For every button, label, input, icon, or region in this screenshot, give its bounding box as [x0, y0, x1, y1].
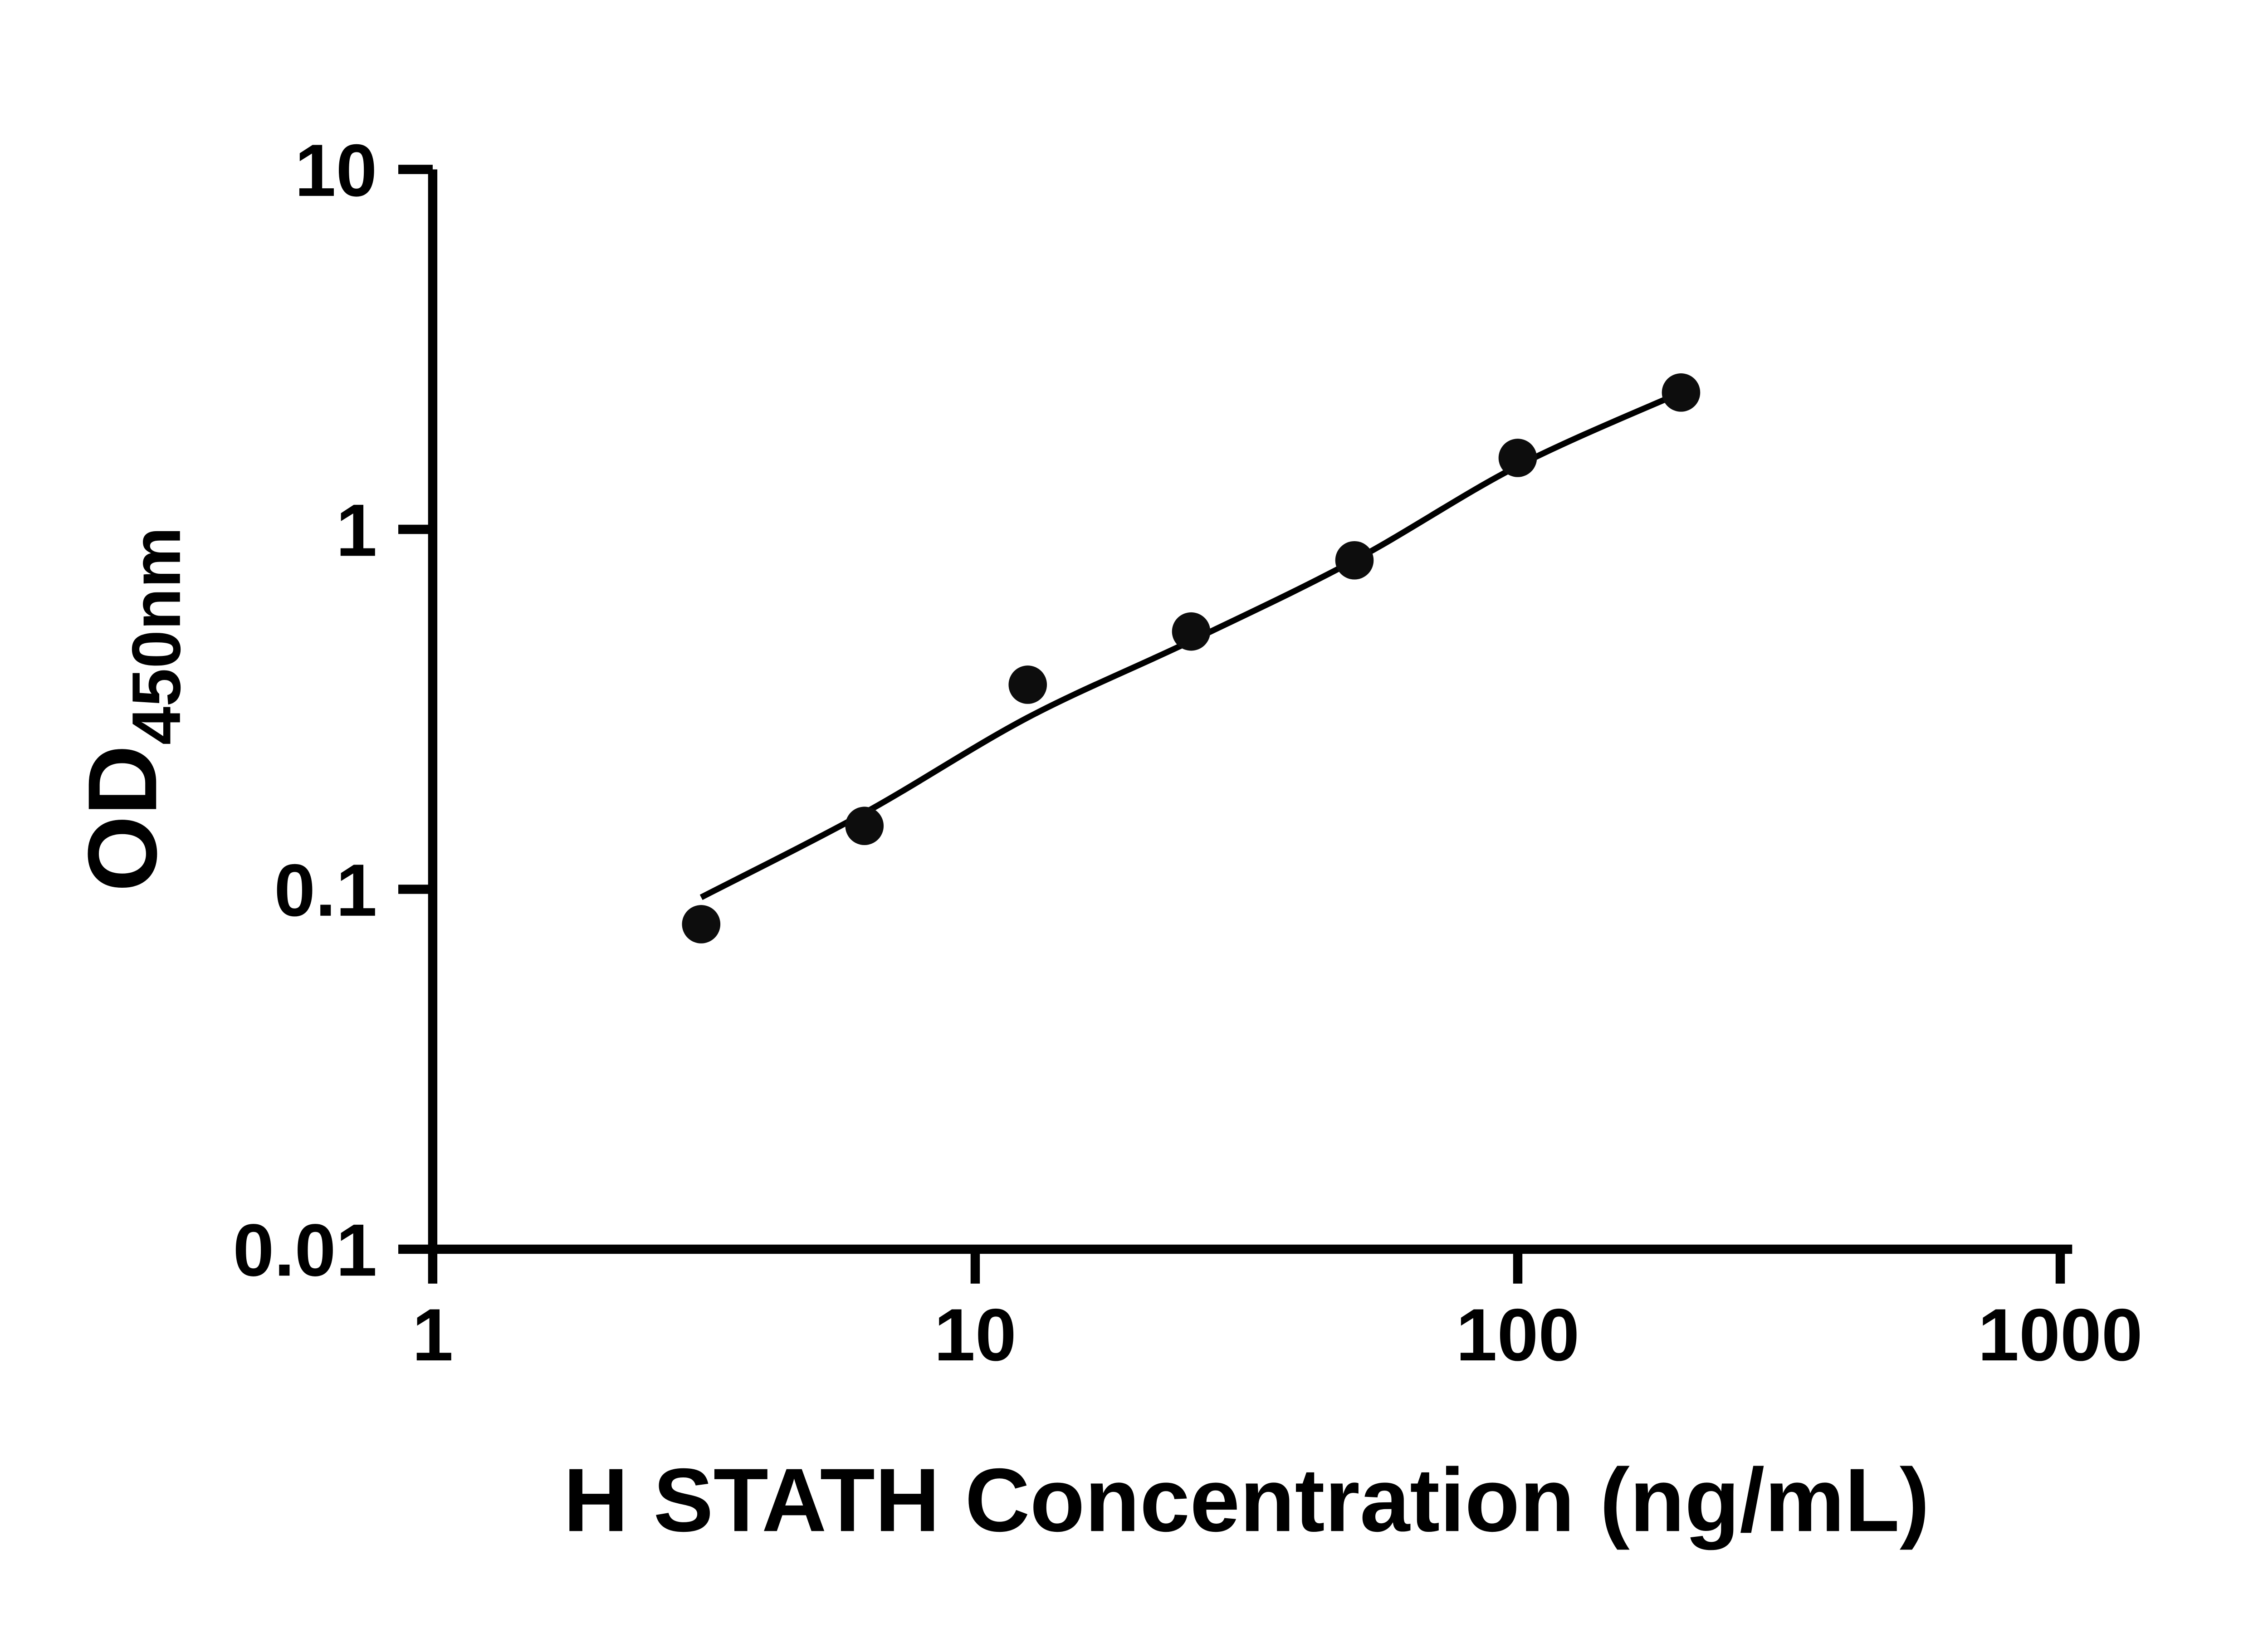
y-axis-title-main: OD [68, 745, 177, 892]
y-tick-label: 0.1 [274, 849, 377, 932]
data-point [1498, 439, 1537, 477]
data-point [1008, 665, 1047, 704]
data-point [1335, 541, 1374, 580]
x-tick-label: 1 [412, 1293, 453, 1376]
y-axis-title-subscript: 450nm [118, 527, 195, 745]
y-tick-label: 10 [295, 129, 377, 212]
x-tick-label: 100 [1456, 1293, 1580, 1376]
y-axis-title: OD450nm [68, 527, 195, 891]
y-tick-label: 1 [336, 489, 377, 572]
data-point [845, 807, 884, 846]
data-point [682, 905, 721, 944]
axis-lines [428, 169, 2072, 1254]
x-axis-title: H STATH Concentration (ng/mL) [563, 1450, 1930, 1550]
x-tick-label: 10 [934, 1293, 1017, 1376]
data-point [1662, 373, 1701, 412]
y-tick-label: 0.01 [233, 1208, 377, 1291]
data-point [1172, 612, 1211, 651]
x-tick-label: 1000 [1978, 1293, 2142, 1376]
